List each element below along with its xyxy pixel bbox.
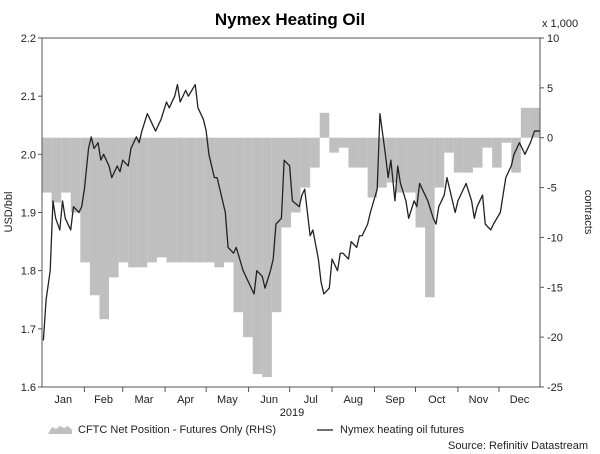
right-tick-label: 0 bbox=[547, 133, 553, 145]
cftc-bar bbox=[156, 137, 167, 258]
cftc-bar bbox=[89, 137, 100, 296]
x-tick-label: Feb bbox=[94, 394, 113, 406]
cftc-bar bbox=[204, 137, 215, 263]
x-axis-title: 2019 bbox=[280, 407, 304, 419]
cftc-bar bbox=[472, 137, 483, 168]
cftc-bar bbox=[61, 137, 71, 193]
cftc-bar bbox=[434, 137, 445, 188]
cftc-bar bbox=[530, 107, 540, 138]
left-tick-label: 1.7 bbox=[21, 324, 36, 336]
heating-oil-futures-line bbox=[42, 83, 540, 341]
cftc-bar bbox=[233, 137, 244, 313]
cftc-bar bbox=[520, 107, 531, 138]
cftc-bar bbox=[252, 137, 263, 375]
cftc-bar bbox=[377, 137, 387, 188]
cftc-bar bbox=[281, 137, 291, 228]
left-axis-title: USD/bbl bbox=[3, 192, 15, 233]
right-axis-multiplier-label: x 1,000 bbox=[542, 18, 578, 30]
cftc-bar bbox=[147, 137, 157, 263]
cftc-bar bbox=[415, 137, 426, 228]
cftc-net-position-series bbox=[42, 107, 540, 378]
cftc-bar bbox=[243, 137, 253, 338]
cftc-bar bbox=[386, 137, 397, 183]
x-tick-label: Sep bbox=[385, 394, 405, 406]
cftc-bar bbox=[338, 137, 349, 148]
left-tick-label: 1.6 bbox=[21, 382, 36, 394]
cftc-bar bbox=[128, 137, 138, 268]
x-tick-label: Nov bbox=[469, 394, 489, 406]
right-tick-label: -5 bbox=[547, 183, 557, 195]
right-tick-label: 5 bbox=[547, 83, 553, 95]
left-tick-label: 1.8 bbox=[21, 266, 36, 278]
right-tick-label: -20 bbox=[547, 332, 563, 344]
cftc-bar bbox=[214, 137, 224, 268]
chart-title: Nymex Heating Oil bbox=[215, 10, 365, 29]
cftc-bar bbox=[396, 137, 406, 193]
left-tick-label: 2.1 bbox=[21, 91, 36, 103]
cftc-bar bbox=[405, 137, 416, 193]
left-tick-label: 1.9 bbox=[21, 208, 36, 220]
cftc-bar bbox=[51, 137, 62, 203]
right-tick-label: 10 bbox=[547, 33, 559, 45]
x-tick-label: Jul bbox=[304, 394, 318, 406]
x-tick-label: May bbox=[217, 394, 238, 406]
cftc-bar bbox=[444, 137, 454, 153]
x-tick-label: Aug bbox=[343, 394, 363, 406]
cftc-bar bbox=[300, 137, 311, 188]
right-tick-label: -15 bbox=[547, 282, 563, 294]
cftc-bar bbox=[425, 137, 435, 298]
right-tick-label: -10 bbox=[547, 232, 563, 244]
cftc-bar bbox=[348, 137, 359, 168]
cftc-bar bbox=[118, 137, 129, 263]
cftc-bar bbox=[482, 137, 493, 148]
cftc-bar bbox=[453, 137, 464, 173]
x-tick-label: Mar bbox=[134, 394, 153, 406]
cftc-bar bbox=[463, 137, 473, 173]
left-tick-label: 2.0 bbox=[21, 149, 36, 161]
cftc-bar bbox=[137, 137, 148, 268]
x-tick-label: Apr bbox=[177, 394, 194, 406]
source-note: Source: Refinitiv Datastream bbox=[448, 440, 588, 452]
cftc-bar bbox=[109, 137, 119, 278]
plot-area: 1.6 1.7 1.8 1.9 2.0 2.1 2.2 -25 -20 -15 -10 -5 0 5 10 J… bbox=[21, 33, 563, 406]
cftc-bar bbox=[367, 137, 378, 198]
x-tick-label: Dec bbox=[510, 394, 530, 406]
cftc-bar bbox=[271, 137, 282, 313]
cftc-bar bbox=[291, 137, 301, 213]
cftc-bar bbox=[501, 137, 512, 143]
legend: CFTC Net Position - Futures Only (RHS) N… bbox=[48, 424, 465, 436]
cftc-bar bbox=[511, 137, 521, 173]
cftc-bar bbox=[492, 137, 502, 168]
cftc-bar bbox=[358, 137, 368, 168]
right-tick-label: -25 bbox=[547, 382, 563, 394]
legend-label-heating-oil: Nymex heating oil futures bbox=[340, 424, 465, 436]
legend-swatch-cftc bbox=[48, 426, 72, 434]
right-axis-title: contracts bbox=[582, 190, 594, 235]
x-tick-label: Jan bbox=[54, 394, 72, 406]
cftc-bar bbox=[195, 137, 205, 263]
cftc-bar bbox=[70, 137, 81, 213]
left-tick-label: 2.2 bbox=[21, 33, 36, 45]
cftc-bar bbox=[223, 137, 234, 263]
cftc-bar bbox=[42, 137, 52, 193]
x-tick-label: Oct bbox=[428, 394, 445, 406]
cftc-bar bbox=[310, 137, 320, 168]
cftc-bar bbox=[185, 137, 196, 263]
cftc-bar bbox=[176, 137, 186, 263]
cftc-bar bbox=[80, 137, 90, 263]
cftc-bar bbox=[262, 137, 272, 378]
cftc-bar bbox=[319, 112, 330, 138]
cftc-bar bbox=[99, 137, 110, 320]
x-tick-label: Jun bbox=[260, 394, 278, 406]
cftc-bar bbox=[166, 137, 177, 263]
cftc-bar bbox=[329, 137, 339, 153]
legend-label-cftc: CFTC Net Position - Futures Only (RHS) bbox=[78, 424, 276, 436]
